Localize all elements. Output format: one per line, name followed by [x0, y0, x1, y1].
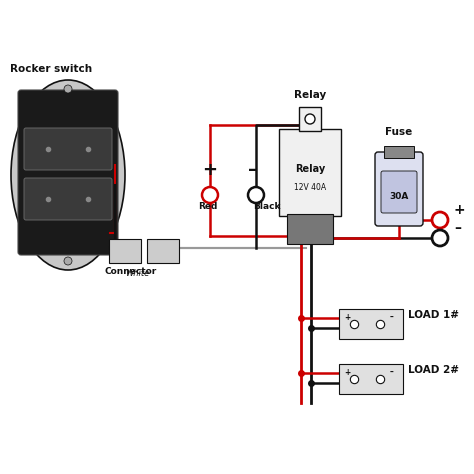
Ellipse shape	[11, 80, 125, 270]
Text: Relay: Relay	[294, 90, 326, 100]
FancyBboxPatch shape	[287, 214, 333, 244]
Text: Rocker switch: Rocker switch	[10, 64, 92, 74]
FancyBboxPatch shape	[109, 239, 141, 263]
FancyBboxPatch shape	[339, 364, 403, 394]
Text: +: +	[454, 203, 465, 217]
Text: Connector: Connector	[105, 267, 157, 276]
Circle shape	[432, 212, 448, 228]
FancyBboxPatch shape	[279, 129, 341, 216]
Text: –: –	[248, 161, 257, 179]
Circle shape	[432, 230, 448, 246]
FancyBboxPatch shape	[299, 107, 321, 131]
Text: –: –	[390, 368, 394, 377]
Circle shape	[305, 114, 315, 124]
Circle shape	[248, 187, 264, 203]
Text: Red: Red	[198, 202, 218, 211]
Circle shape	[202, 187, 218, 203]
Text: Black: Black	[253, 202, 281, 211]
Text: Relay: Relay	[295, 164, 325, 174]
Circle shape	[64, 85, 72, 93]
Text: 30A: 30A	[389, 192, 409, 201]
FancyBboxPatch shape	[24, 128, 112, 170]
Text: +: +	[344, 313, 350, 322]
Text: 12V 40A: 12V 40A	[294, 183, 326, 192]
FancyBboxPatch shape	[24, 178, 112, 220]
FancyBboxPatch shape	[18, 90, 118, 255]
FancyBboxPatch shape	[375, 152, 423, 226]
Text: –: –	[390, 313, 394, 322]
Text: +: +	[344, 368, 350, 377]
Text: Fuse: Fuse	[385, 127, 413, 137]
Text: –: –	[454, 221, 461, 235]
FancyBboxPatch shape	[381, 171, 417, 213]
Text: +: +	[202, 161, 217, 179]
Text: LOAD 2#: LOAD 2#	[408, 365, 459, 375]
FancyBboxPatch shape	[384, 146, 414, 158]
FancyBboxPatch shape	[339, 309, 403, 339]
Text: White: White	[125, 269, 149, 278]
FancyBboxPatch shape	[147, 239, 179, 263]
Text: LOAD 1#: LOAD 1#	[408, 310, 459, 320]
Circle shape	[64, 257, 72, 265]
